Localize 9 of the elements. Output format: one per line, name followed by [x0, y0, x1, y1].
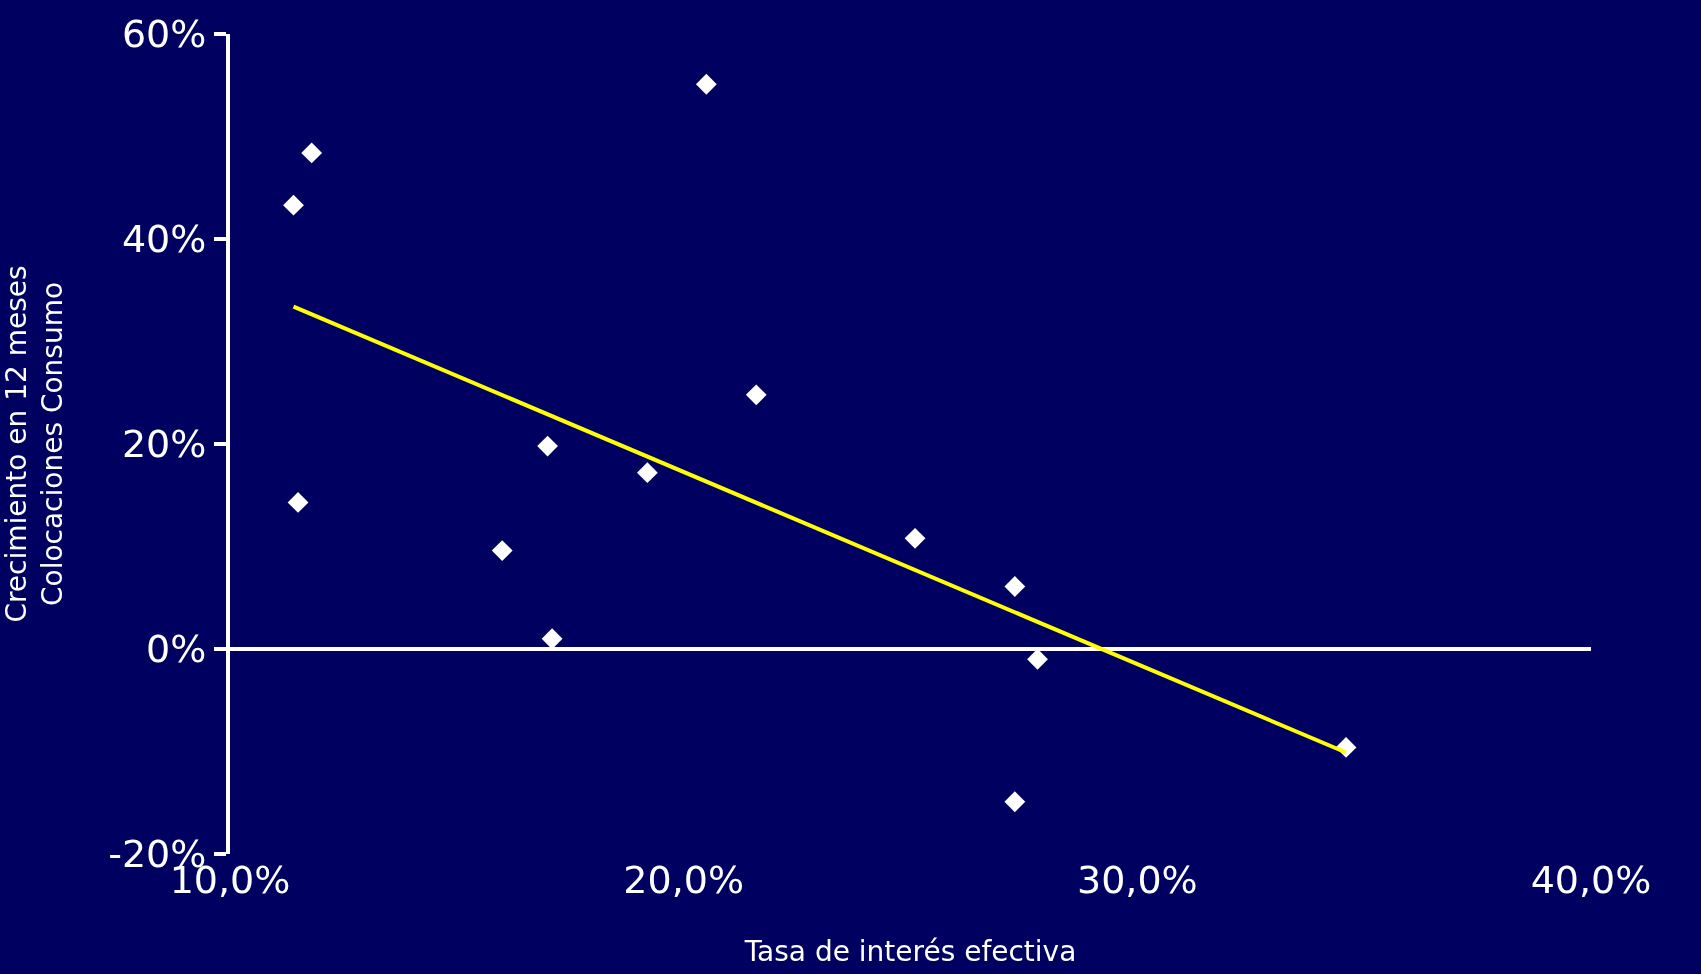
- x-tick-label: 30,0%: [1076, 858, 1198, 902]
- y-tick-label: 60%: [121, 12, 207, 57]
- y-tick-label: 0%: [146, 627, 207, 672]
- y-tick-label: 40%: [121, 217, 207, 262]
- x-axis-title: Tasa de interés efectiva: [743, 935, 1077, 969]
- x-tick-label: 20,0%: [623, 858, 745, 902]
- y-axis-title: Crecimiento en 12 meses Colocaciones Consumo: [0, 265, 70, 623]
- x-tick-label: 40,0%: [1530, 858, 1652, 902]
- y-tick-label: 20%: [121, 422, 207, 467]
